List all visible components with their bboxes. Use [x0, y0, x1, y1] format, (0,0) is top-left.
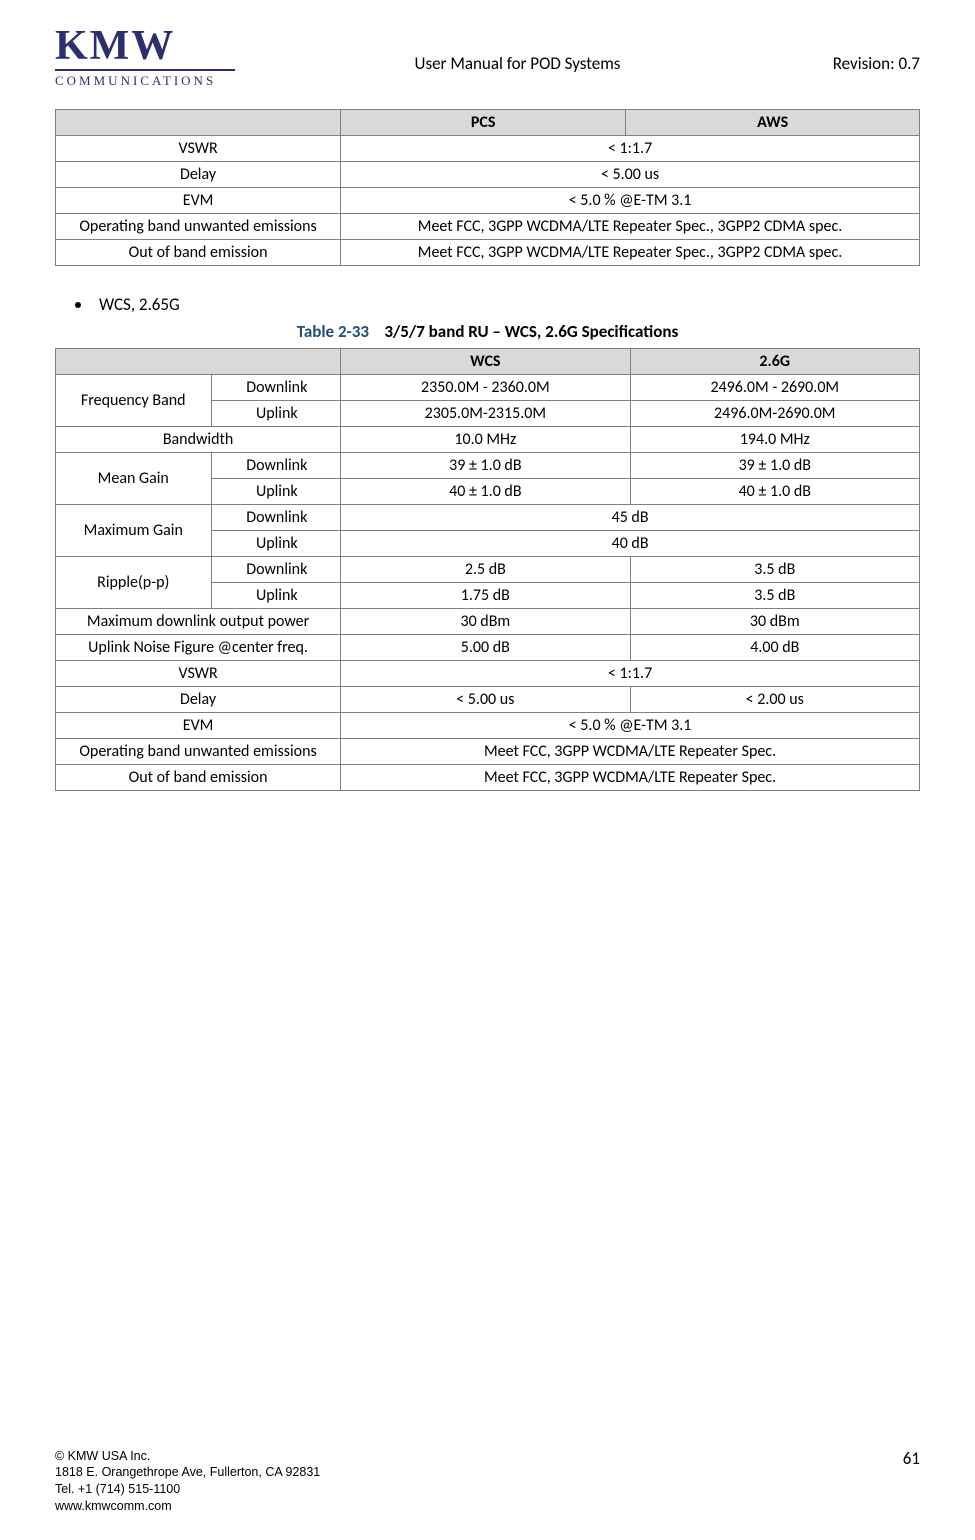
oob-label: Out of band emission	[56, 240, 341, 266]
mg-ul-label: Uplink	[211, 479, 341, 505]
bandwidth-label: Bandwidth	[56, 427, 341, 453]
oob-value: Meet FCC, 3GPP WCDMA/LTE Repeater Spec.,…	[341, 240, 920, 266]
unf-wcs: 5.00 dB	[341, 635, 630, 661]
t2-vswr-label: VSWR	[56, 661, 341, 687]
page-header: KMW COMMUNICATIONS User Manual for POD S…	[55, 25, 920, 89]
doc-revision: Revision: 0.7	[800, 25, 920, 74]
t2-delay-label: Delay	[56, 687, 341, 713]
maxg-ul-label: Uplink	[211, 531, 341, 557]
freq-ul-label: Uplink	[211, 401, 341, 427]
footer-url: www.kmwcomm.com	[55, 1498, 920, 1515]
bullet-text: WCS, 2.65G	[99, 294, 180, 315]
logo: KMW COMMUNICATIONS	[55, 25, 235, 89]
evm-value: < 5.0 % @E-TM 3.1	[341, 188, 920, 214]
freq-dl-label: Downlink	[211, 375, 341, 401]
mg-ul-26g: 40 ± 1.0 dB	[630, 479, 919, 505]
mg-dl-26g: 39 ± 1.0 dB	[630, 453, 919, 479]
rip-ul-26g: 3.5 dB	[630, 583, 919, 609]
obue-label: Operating band unwanted emissions	[56, 214, 341, 240]
max-dl-out-label: Maximum downlink output power	[56, 609, 341, 635]
table1-header-blank	[56, 110, 341, 136]
t2-delay-wcs: < 5.00 us	[341, 687, 630, 713]
footer-copyright: © KMW USA Inc.	[55, 1448, 920, 1465]
maxg-dl-label: Downlink	[211, 505, 341, 531]
bullet-wcs-265g: WCS, 2.65G	[75, 294, 920, 315]
page-footer: © KMW USA Inc. 1818 E. Orangethrope Ave,…	[55, 1448, 920, 1516]
logo-subtitle: COMMUNICATIONS	[55, 73, 216, 89]
freq-dl-wcs: 2350.0M - 2360.0M	[341, 375, 630, 401]
doc-title: User Manual for POD Systems	[235, 25, 800, 74]
freq-ul-wcs: 2305.0M-2315.0M	[341, 401, 630, 427]
logo-divider	[55, 69, 235, 71]
t2-header-blank	[56, 349, 341, 375]
ripple-label: Ripple(p-p)	[56, 557, 212, 609]
t2-header-26g: 2.6G	[630, 349, 919, 375]
vswr-label: VSWR	[56, 136, 341, 162]
maxg-ul-val: 40 dB	[341, 531, 920, 557]
t2-obue-val: Meet FCC, 3GPP WCDMA/LTE Repeater Spec.	[341, 739, 920, 765]
bw-26g: 194.0 MHz	[630, 427, 919, 453]
bullet-icon	[75, 302, 81, 308]
caption-title: 3/5/7 band RU – WCS, 2.6G Specifications	[384, 321, 678, 342]
mg-dl-label: Downlink	[211, 453, 341, 479]
table2-caption: Table 2-33 3/5/7 band RU – WCS, 2.6G Spe…	[55, 321, 920, 342]
t2-header-wcs: WCS	[341, 349, 630, 375]
logo-main: KMW	[55, 25, 175, 67]
freq-band-label: Frequency Band	[56, 375, 212, 427]
delay-label: Delay	[56, 162, 341, 188]
evm-label: EVM	[56, 188, 341, 214]
max-gain-label: Maximum Gain	[56, 505, 212, 557]
mg-ul-wcs: 40 ± 1.0 dB	[341, 479, 630, 505]
t2-delay-26g: < 2.00 us	[630, 687, 919, 713]
t2-obue-label: Operating band unwanted emissions	[56, 739, 341, 765]
obue-value: Meet FCC, 3GPP WCDMA/LTE Repeater Spec.,…	[341, 214, 920, 240]
footer-address: 1818 E. Orangethrope Ave, Fullerton, CA …	[55, 1464, 920, 1481]
caption-prefix: Table 2-33	[297, 321, 369, 342]
rip-dl-26g: 3.5 dB	[630, 557, 919, 583]
page-number: 61	[903, 1448, 920, 1471]
mg-dl-wcs: 39 ± 1.0 dB	[341, 453, 630, 479]
rip-ul-wcs: 1.75 dB	[341, 583, 630, 609]
unf-26g: 4.00 dB	[630, 635, 919, 661]
delay-value: < 5.00 us	[341, 162, 920, 188]
rip-dl-wcs: 2.5 dB	[341, 557, 630, 583]
t2-vswr-val: < 1:1.7	[341, 661, 920, 687]
freq-dl-26g: 2496.0M - 2690.0M	[630, 375, 919, 401]
footer-tel: Tel. +1 (714) 515-1100	[55, 1481, 920, 1498]
mean-gain-label: Mean Gain	[56, 453, 212, 505]
maxg-dl-val: 45 dB	[341, 505, 920, 531]
t2-evm-label: EVM	[56, 713, 341, 739]
table-wcs-26g: WCS 2.6G Frequency Band Downlink 2350.0M…	[55, 348, 920, 791]
table-pcs-aws: PCS AWS VSWR < 1:1.7 Delay < 5.00 us EVM…	[55, 109, 920, 266]
vswr-value: < 1:1.7	[341, 136, 920, 162]
t2-oob-label: Out of band emission	[56, 765, 341, 791]
t2-evm-val: < 5.0 % @E-TM 3.1	[341, 713, 920, 739]
unf-label: Uplink Noise Figure @center freq.	[56, 635, 341, 661]
rip-ul-label: Uplink	[211, 583, 341, 609]
bw-wcs: 10.0 MHz	[341, 427, 630, 453]
maxdl-wcs: 30 dBm	[341, 609, 630, 635]
freq-ul-26g: 2496.0M-2690.0M	[630, 401, 919, 427]
table1-header-aws: AWS	[626, 110, 920, 136]
rip-dl-label: Downlink	[211, 557, 341, 583]
table1-header-pcs: PCS	[341, 110, 626, 136]
maxdl-26g: 30 dBm	[630, 609, 919, 635]
t2-oob-val: Meet FCC, 3GPP WCDMA/LTE Repeater Spec.	[341, 765, 920, 791]
